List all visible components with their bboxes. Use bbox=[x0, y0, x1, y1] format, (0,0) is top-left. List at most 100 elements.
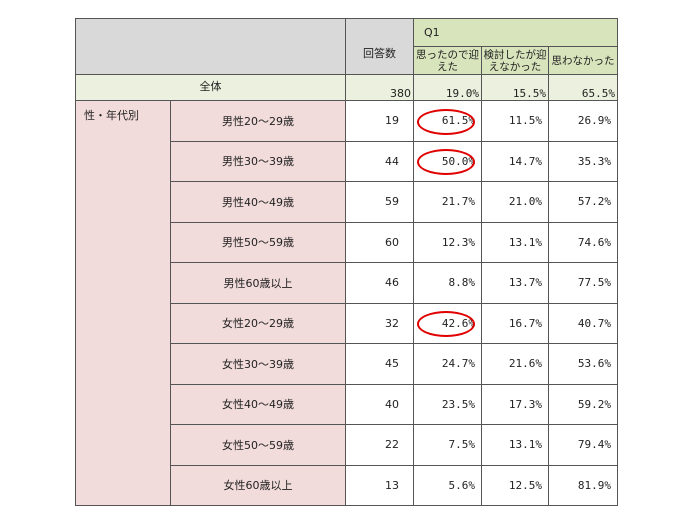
value-text: 74.6% bbox=[577, 235, 611, 249]
row-value-2: 13.1% bbox=[481, 221, 549, 263]
row-value-2: 17.3% bbox=[481, 383, 549, 425]
value-text: 21.7% bbox=[441, 195, 475, 209]
row-label: 男性30～39歳 bbox=[170, 140, 346, 182]
row-value-3: 81.9% bbox=[548, 464, 618, 506]
value-text: 53.6% bbox=[577, 357, 611, 371]
row-value-3: 53.6% bbox=[548, 343, 618, 385]
row-count: 19 bbox=[345, 100, 414, 142]
row-value-3: 40.7% bbox=[548, 302, 618, 344]
answer-header-2: 検討したが迎えなかった bbox=[481, 46, 549, 75]
row-count: 44 bbox=[345, 140, 414, 182]
row-count: 40 bbox=[345, 383, 414, 425]
highlight-circle bbox=[417, 149, 475, 176]
row-value-1: 8.8% bbox=[413, 262, 482, 304]
header-blank bbox=[75, 18, 346, 75]
value-text: 40.7% bbox=[577, 316, 611, 330]
highlight-circle bbox=[417, 108, 475, 135]
row-value-1: 5.6% bbox=[413, 464, 482, 506]
row-count: 45 bbox=[345, 343, 414, 385]
table-row: 女性20～29歳 32 42.6% 16.7% 40.7% bbox=[76, 302, 618, 344]
table-row: 女性40～49歳 40 23.5% 17.3% 59.2% bbox=[76, 383, 618, 425]
row-value-3: 26.9% bbox=[548, 100, 618, 142]
row-value-1: 23.5% bbox=[413, 383, 482, 425]
row-count: 13 bbox=[345, 464, 414, 506]
row-value-1: 42.6% bbox=[413, 302, 482, 344]
count-header: 回答数 bbox=[345, 18, 414, 75]
value-text: 77.5% bbox=[577, 276, 611, 290]
row-value-1: 61.5% bbox=[413, 100, 482, 142]
value-text: 13.7% bbox=[508, 276, 542, 290]
value-text: 57.2% bbox=[577, 195, 611, 209]
value-text: 13.1% bbox=[508, 235, 542, 249]
row-value-3: 35.3% bbox=[548, 140, 618, 182]
row-value-1: 24.7% bbox=[413, 343, 482, 385]
total-value-3: 65.5% bbox=[548, 74, 618, 101]
row-label: 女性40～49歳 bbox=[170, 383, 346, 425]
row-label: 男性60歳以上 bbox=[170, 262, 346, 304]
row-value-2: 11.5% bbox=[481, 100, 549, 142]
row-value-2: 21.0% bbox=[481, 181, 549, 223]
table-row: 男性40～49歳 59 21.7% 21.0% 57.2% bbox=[76, 181, 618, 223]
value-text: 21.0% bbox=[508, 195, 542, 209]
row-label: 女性20～29歳 bbox=[170, 302, 346, 344]
value-text: 13.1% bbox=[508, 438, 542, 452]
row-count: 32 bbox=[345, 302, 414, 344]
value-text: 12.5% bbox=[508, 478, 542, 492]
value-text: 24.7% bbox=[441, 357, 475, 371]
row-label: 女性60歳以上 bbox=[170, 464, 346, 506]
row-label: 女性30～39歳 bbox=[170, 343, 346, 385]
value-text: 59.2% bbox=[577, 397, 611, 411]
value-text: 21.6% bbox=[508, 357, 542, 371]
table-row: 男性60歳以上 46 8.8% 13.7% 77.5% bbox=[76, 262, 618, 304]
answer-header-1: 思ったので迎えた bbox=[413, 46, 482, 75]
row-value-3: 59.2% bbox=[548, 383, 618, 425]
row-value-3: 57.2% bbox=[548, 181, 618, 223]
value-text: 81.9% bbox=[577, 478, 611, 492]
answer-header-3: 思わなかった bbox=[548, 46, 618, 75]
row-value-1: 50.0% bbox=[413, 140, 482, 182]
row-value-1: 12.3% bbox=[413, 221, 482, 263]
row-value-2: 12.5% bbox=[481, 464, 549, 506]
row-value-3: 79.4% bbox=[548, 424, 618, 466]
row-label: 男性40～49歳 bbox=[170, 181, 346, 223]
row-count: 22 bbox=[345, 424, 414, 466]
value-text: 35.3% bbox=[577, 154, 611, 168]
group-label: 性・年代別 bbox=[75, 100, 171, 506]
value-text: 8.8% bbox=[448, 276, 476, 290]
value-text: 17.3% bbox=[508, 397, 542, 411]
row-value-2: 13.1% bbox=[481, 424, 549, 466]
table-row: 女性60歳以上 13 5.6% 12.5% 81.9% bbox=[76, 464, 618, 506]
row-label: 女性50～59歳 bbox=[170, 424, 346, 466]
row-value-2: 13.7% bbox=[481, 262, 549, 304]
value-text: 12.3% bbox=[441, 235, 475, 249]
total-label: 全体 bbox=[75, 74, 346, 101]
row-value-1: 7.5% bbox=[413, 424, 482, 466]
question-header: Q1 bbox=[413, 18, 618, 47]
row-value-3: 74.6% bbox=[548, 221, 618, 263]
highlight-circle bbox=[417, 311, 475, 338]
row-count: 60 bbox=[345, 221, 414, 263]
survey-table: 回答数 Q1 思ったので迎えた 検討したが迎えなかった 思わなかった 全体 38… bbox=[75, 18, 618, 506]
table-row: 性・年代別 男性20～29歳 19 61.5% 11.5% 26.9% bbox=[75, 100, 618, 506]
row-value-2: 21.6% bbox=[481, 343, 549, 385]
row-value-1: 21.7% bbox=[413, 181, 482, 223]
row-count: 46 bbox=[345, 262, 414, 304]
table-row: 女性30～39歳 45 24.7% 21.6% 53.6% bbox=[76, 343, 618, 385]
value-text: 26.9% bbox=[577, 114, 611, 128]
table-row: 男性30～39歳 44 50.0% 14.7% 35.3% bbox=[76, 140, 618, 182]
row-label: 男性20～29歳 bbox=[170, 100, 346, 142]
total-value-1: 19.0% bbox=[413, 74, 482, 101]
total-count: 380 bbox=[345, 74, 414, 101]
value-text: 7.5% bbox=[448, 438, 476, 452]
value-text: 5.6% bbox=[448, 478, 476, 492]
row-value-3: 77.5% bbox=[548, 262, 618, 304]
value-text: 16.7% bbox=[508, 316, 542, 330]
table-row: 男性50～59歳 60 12.3% 13.1% 74.6% bbox=[76, 221, 618, 263]
row-count: 59 bbox=[345, 181, 414, 223]
value-text: 23.5% bbox=[441, 397, 475, 411]
value-text: 79.4% bbox=[577, 438, 611, 452]
row-value-2: 14.7% bbox=[481, 140, 549, 182]
value-text: 14.7% bbox=[508, 154, 542, 168]
total-value-2: 15.5% bbox=[481, 74, 549, 101]
row-label: 男性50～59歳 bbox=[170, 221, 346, 263]
